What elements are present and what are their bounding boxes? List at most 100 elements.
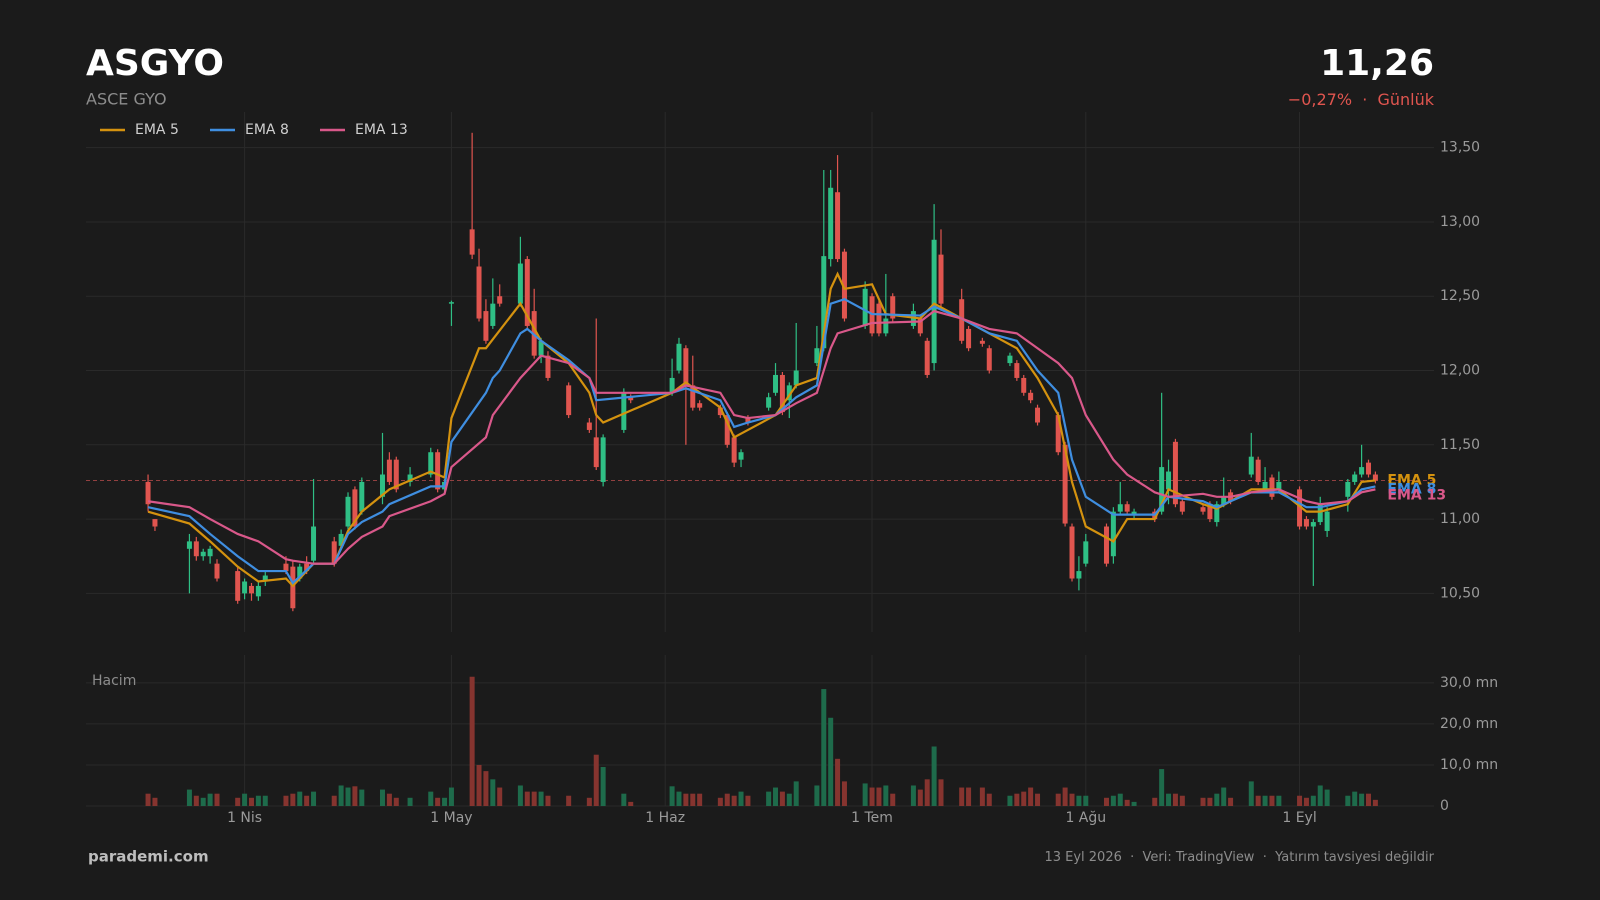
volume-bar [1014, 793, 1020, 806]
volume-bar [255, 795, 261, 806]
volume-bar [1152, 797, 1158, 806]
candle-body [828, 187, 834, 260]
volume-bar [1124, 799, 1130, 806]
volume-bar [862, 783, 868, 806]
volume-bar [476, 764, 482, 806]
volume-bar [841, 781, 847, 806]
candle-body [1372, 474, 1378, 481]
candle-body [669, 377, 675, 393]
candle-body [731, 437, 737, 463]
candle-body [621, 392, 627, 430]
candle-body [1248, 456, 1254, 475]
volume-bar [1221, 787, 1227, 806]
candle-body [476, 266, 482, 319]
volume-bar [586, 797, 592, 806]
volume-bar [786, 793, 792, 806]
candle-body [1324, 511, 1330, 531]
volume-bar [469, 676, 475, 806]
volume-bar [1166, 793, 1172, 806]
legend-label: EMA 5 [135, 122, 179, 138]
candle-body [676, 343, 682, 371]
volume-bar [731, 795, 737, 806]
candle-body [207, 548, 213, 557]
candle-body [352, 489, 358, 527]
x-tick-label: 1 May [430, 810, 472, 826]
volume-bar [628, 801, 634, 806]
volume-bar [1028, 787, 1034, 806]
volume-bar [290, 793, 296, 806]
candle-body [1310, 522, 1316, 527]
volume-bar [1248, 781, 1254, 806]
volume-bar [442, 797, 448, 806]
volume-bar [683, 793, 689, 806]
volume-bar [297, 791, 303, 806]
ema-line [147, 271, 1376, 588]
candle-body [297, 566, 303, 579]
volume-bar [876, 787, 882, 806]
candle-body [690, 385, 696, 408]
candle-body [1124, 504, 1130, 512]
volume-bar [1228, 797, 1234, 806]
candle-body [145, 481, 151, 505]
volume-bar [407, 797, 413, 806]
candle-body [255, 585, 261, 597]
candle-body [242, 581, 248, 594]
candle-body [738, 452, 744, 460]
volume-bar [821, 689, 827, 806]
candle-body [428, 452, 434, 475]
candle-body [283, 563, 289, 572]
volume-bar [1172, 793, 1178, 806]
volume-bar [435, 797, 441, 806]
candle-body [386, 459, 392, 482]
volume-bar [207, 793, 213, 806]
candle-body [483, 311, 489, 341]
volume-bar [338, 785, 344, 806]
candle-body [1055, 415, 1061, 453]
volume-bar [393, 797, 399, 806]
volume-bar [766, 791, 772, 806]
candle-body [841, 251, 847, 319]
disclaimer: Yatırım tavsiyesi değildir [1274, 850, 1435, 865]
candle-body [1221, 496, 1227, 505]
x-tick-label: 1 Haz [645, 810, 685, 826]
y-tick-label: 11,00 [1440, 511, 1480, 527]
volume-bar [828, 717, 834, 806]
volume-bar [193, 795, 199, 806]
candle-body [766, 397, 772, 408]
volume-bar [869, 787, 875, 806]
volume-bar [738, 791, 744, 806]
candle-body [1159, 467, 1165, 512]
y2-tick-label: 0 [1440, 798, 1449, 814]
candle-body [1172, 441, 1178, 505]
candle-body [186, 541, 192, 549]
candle-body [1297, 489, 1303, 527]
candle-body [393, 459, 399, 490]
candle-body [917, 318, 923, 334]
y2-tick-label: 10,0 mn [1440, 757, 1498, 773]
volume-bar [1055, 793, 1061, 806]
volume-bar [304, 795, 310, 806]
volume-bar [359, 789, 365, 806]
y2-tick-label: 20,0 mn [1440, 716, 1498, 732]
candle-body [821, 256, 827, 349]
candle-body [600, 437, 606, 482]
volume-bar [152, 797, 158, 806]
volume-bar [669, 786, 675, 806]
volume-bar [483, 771, 489, 806]
candle-body [545, 355, 551, 378]
candle-body [152, 519, 158, 527]
volume-bar [428, 791, 434, 806]
volume-bar [593, 754, 599, 806]
candle-body [924, 340, 930, 375]
candle-body [345, 496, 351, 527]
ema-end-label: EMA 5 [1387, 472, 1436, 488]
volume-bar [1310, 795, 1316, 806]
volume-bar [1214, 793, 1220, 806]
price: 11,26 [1320, 43, 1434, 84]
volume-bar [248, 797, 254, 806]
candle-body [814, 348, 820, 364]
y2-tick-label: 30,0 mn [1440, 675, 1498, 691]
volume-bar [1117, 793, 1123, 806]
volume-bar [262, 795, 268, 806]
